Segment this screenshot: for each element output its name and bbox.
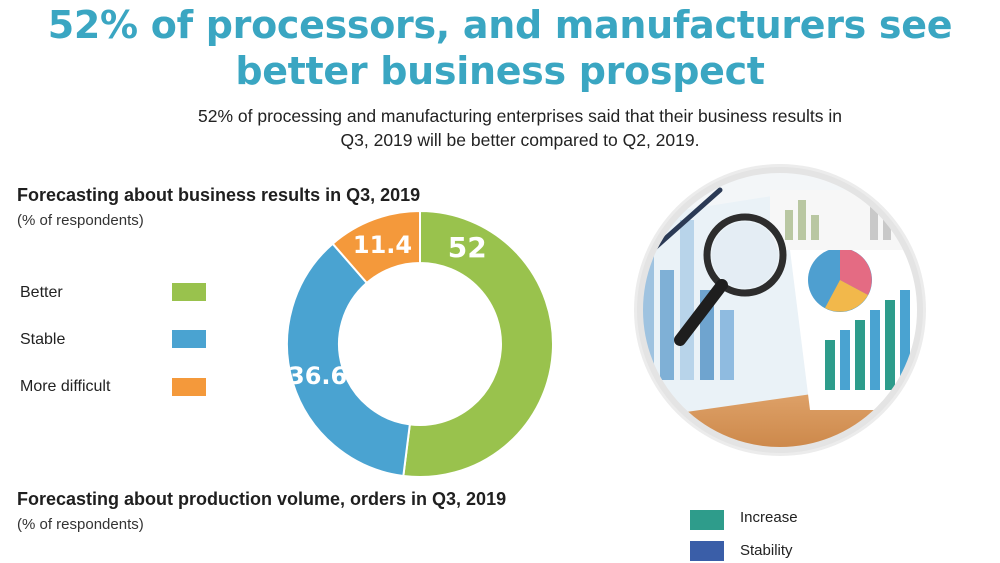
legend-label-better: Better [20,284,63,301]
section1-note: (% of respondents) [17,212,144,229]
slice-label-stable: 36.6 [288,362,347,390]
section2-title: Forecasting about production volume, ord… [17,489,507,509]
section1-title: Forecasting about business results in Q3… [17,185,421,205]
legend-swatch-stable [172,330,206,348]
page-title: 52% of processors, and manufacturers see… [0,2,1000,94]
slice-better [402,209,554,478]
section2-note: (% of respondents) [17,516,144,533]
legend2-swatch-stability [690,541,724,561]
legend-label-stable: Stable [20,331,66,348]
slice-label-better: 52 [448,231,487,264]
subtitle-line-1: 52% of processing and manufacturing ente… [198,106,842,126]
legend2-label-increase: Increase [740,509,798,526]
title-line-1: 52% of processors, and manufacturers see [47,3,953,47]
slice-label-more-difficult: 11.4 [353,231,412,259]
subtitle-line-2: Q3, 2019 will be better compared to Q2, … [340,130,700,150]
legend-swatch-better [172,283,206,301]
legend-swatch-more-difficult [172,378,206,396]
title-line-2: better business prospect [235,49,765,93]
legend2-swatch-increase [690,510,724,530]
slice-more-difficult [331,209,421,285]
slice-stable [286,242,411,478]
page-subtitle: 52% of processing and manufacturing ente… [80,104,960,152]
legend2-label-stability: Stability [740,542,793,559]
legend-label-more-difficult: More difficult [20,378,111,395]
magnifier-on-charts-photo [634,164,926,456]
